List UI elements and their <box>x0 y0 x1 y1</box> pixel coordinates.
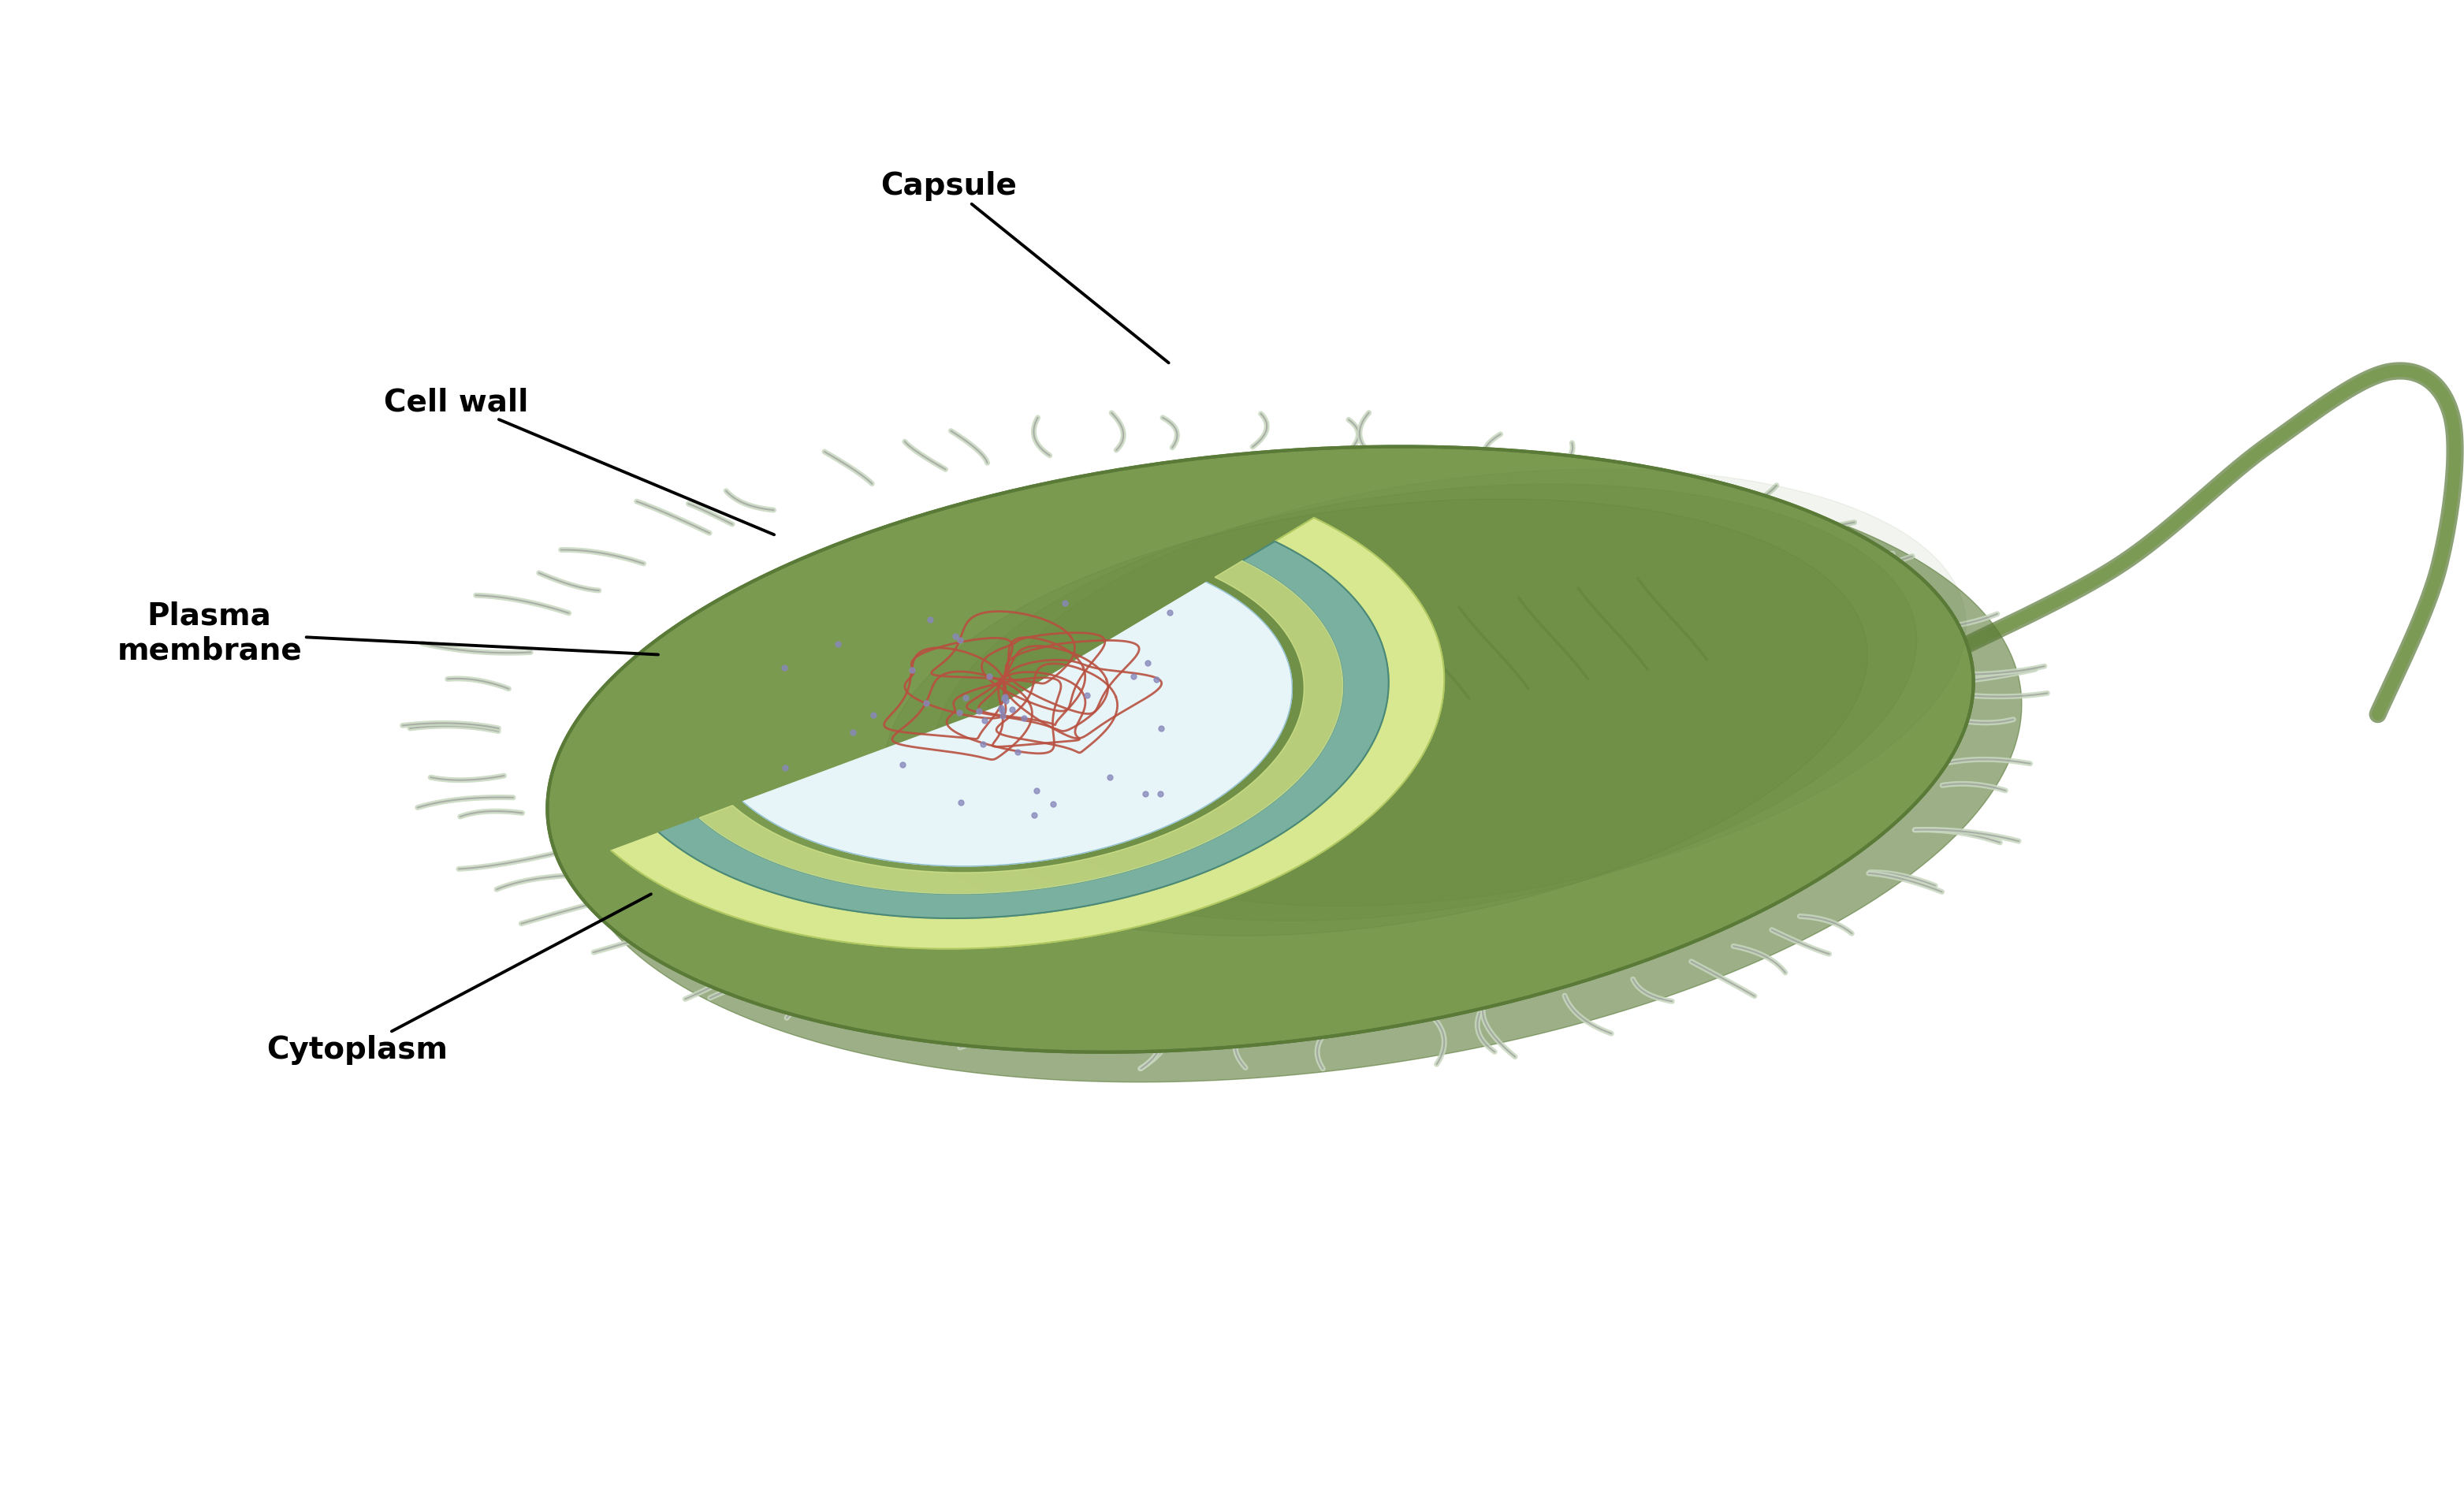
Polygon shape <box>934 484 1917 922</box>
Polygon shape <box>660 542 1390 919</box>
Polygon shape <box>700 561 1343 893</box>
Polygon shape <box>547 447 1974 1053</box>
Text: Cell wall: Cell wall <box>384 387 774 535</box>
Text: Cytoplasm: Cytoplasm <box>266 895 650 1065</box>
Text: Plasma
membrane: Plasma membrane <box>116 600 658 666</box>
Polygon shape <box>611 518 1444 948</box>
Polygon shape <box>742 582 1291 867</box>
Polygon shape <box>572 462 2020 1083</box>
Polygon shape <box>983 469 1966 907</box>
Polygon shape <box>885 499 1868 937</box>
Text: Capsule: Capsule <box>880 171 1168 363</box>
